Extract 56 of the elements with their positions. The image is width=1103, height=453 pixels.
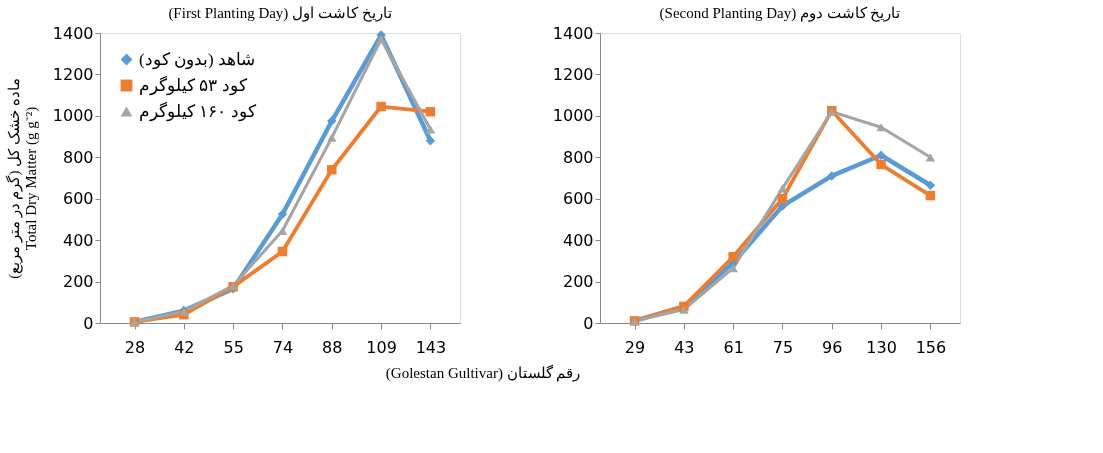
point bbox=[827, 171, 837, 181]
x-tick-label: 29 bbox=[624, 337, 646, 357]
point bbox=[925, 190, 936, 201]
x-tick-label: 75 bbox=[772, 337, 794, 357]
point bbox=[376, 101, 386, 112]
chart-title: (Second Planting Day) تاریخ کاشت دوم bbox=[659, 5, 901, 22]
point bbox=[277, 246, 288, 257]
point bbox=[777, 193, 788, 204]
point bbox=[327, 164, 337, 175]
legend-label: کود ۱۶۰ کیلوگرم bbox=[139, 100, 257, 122]
point bbox=[679, 305, 689, 314]
y-tick-label: 600 bbox=[562, 189, 594, 209]
point bbox=[425, 135, 436, 146]
y-tick-label: 600 bbox=[62, 189, 94, 209]
y-tick-label: 200 bbox=[562, 272, 594, 292]
text: (Golestan Gultivar) رقم گلستان bbox=[385, 363, 581, 382]
y-tick-label: 1000 bbox=[552, 106, 594, 126]
x-tick-label: 43 bbox=[674, 337, 695, 357]
x-tick-label: 61 bbox=[723, 337, 744, 357]
chart-title: (First Planting Day) تاریخ کاشت اول bbox=[168, 5, 392, 22]
x-tick-label: 143 bbox=[415, 337, 447, 357]
x-tick-label: 55 bbox=[223, 337, 244, 357]
y-tick-label: 200 bbox=[62, 272, 94, 292]
point bbox=[376, 35, 386, 44]
point bbox=[425, 125, 436, 134]
y-tick-label: 800 bbox=[62, 147, 94, 167]
x-tick-label: 156 bbox=[915, 337, 947, 357]
point bbox=[925, 180, 936, 190]
y-tick-label: 1200 bbox=[52, 64, 94, 84]
point bbox=[728, 251, 738, 262]
legend-label: کود ۵۳ کیلوگرم bbox=[139, 74, 248, 96]
point bbox=[777, 184, 788, 193]
point bbox=[876, 159, 886, 170]
point bbox=[327, 133, 337, 142]
y-tick-label: 400 bbox=[62, 230, 94, 250]
y-tick-label: 800 bbox=[562, 147, 594, 167]
x-tick-label: 28 bbox=[124, 337, 146, 357]
x-tick-label: 88 bbox=[322, 337, 343, 357]
y-tick-label: 400 bbox=[562, 230, 594, 250]
point bbox=[876, 150, 886, 160]
legend-label: شاهد (بدون کود) bbox=[139, 49, 255, 70]
point bbox=[925, 153, 936, 162]
point bbox=[876, 123, 886, 132]
y-tick-label: 1400 bbox=[52, 23, 94, 43]
point bbox=[425, 106, 436, 117]
y-tick-label: 1000 bbox=[52, 106, 94, 126]
y-tick-label: 1400 bbox=[552, 23, 594, 43]
x-tick-label: 109 bbox=[366, 337, 397, 357]
y-tick-label: 0 bbox=[583, 313, 594, 333]
x-tick-label: 96 bbox=[822, 337, 843, 357]
x-tick-label: 74 bbox=[272, 337, 294, 357]
y-tick-label: 0 bbox=[83, 313, 94, 333]
point bbox=[277, 209, 288, 219]
x-tick-label: 130 bbox=[866, 337, 897, 357]
x-tick-label: 42 bbox=[174, 337, 195, 357]
y-tick-label: 1200 bbox=[552, 64, 594, 84]
